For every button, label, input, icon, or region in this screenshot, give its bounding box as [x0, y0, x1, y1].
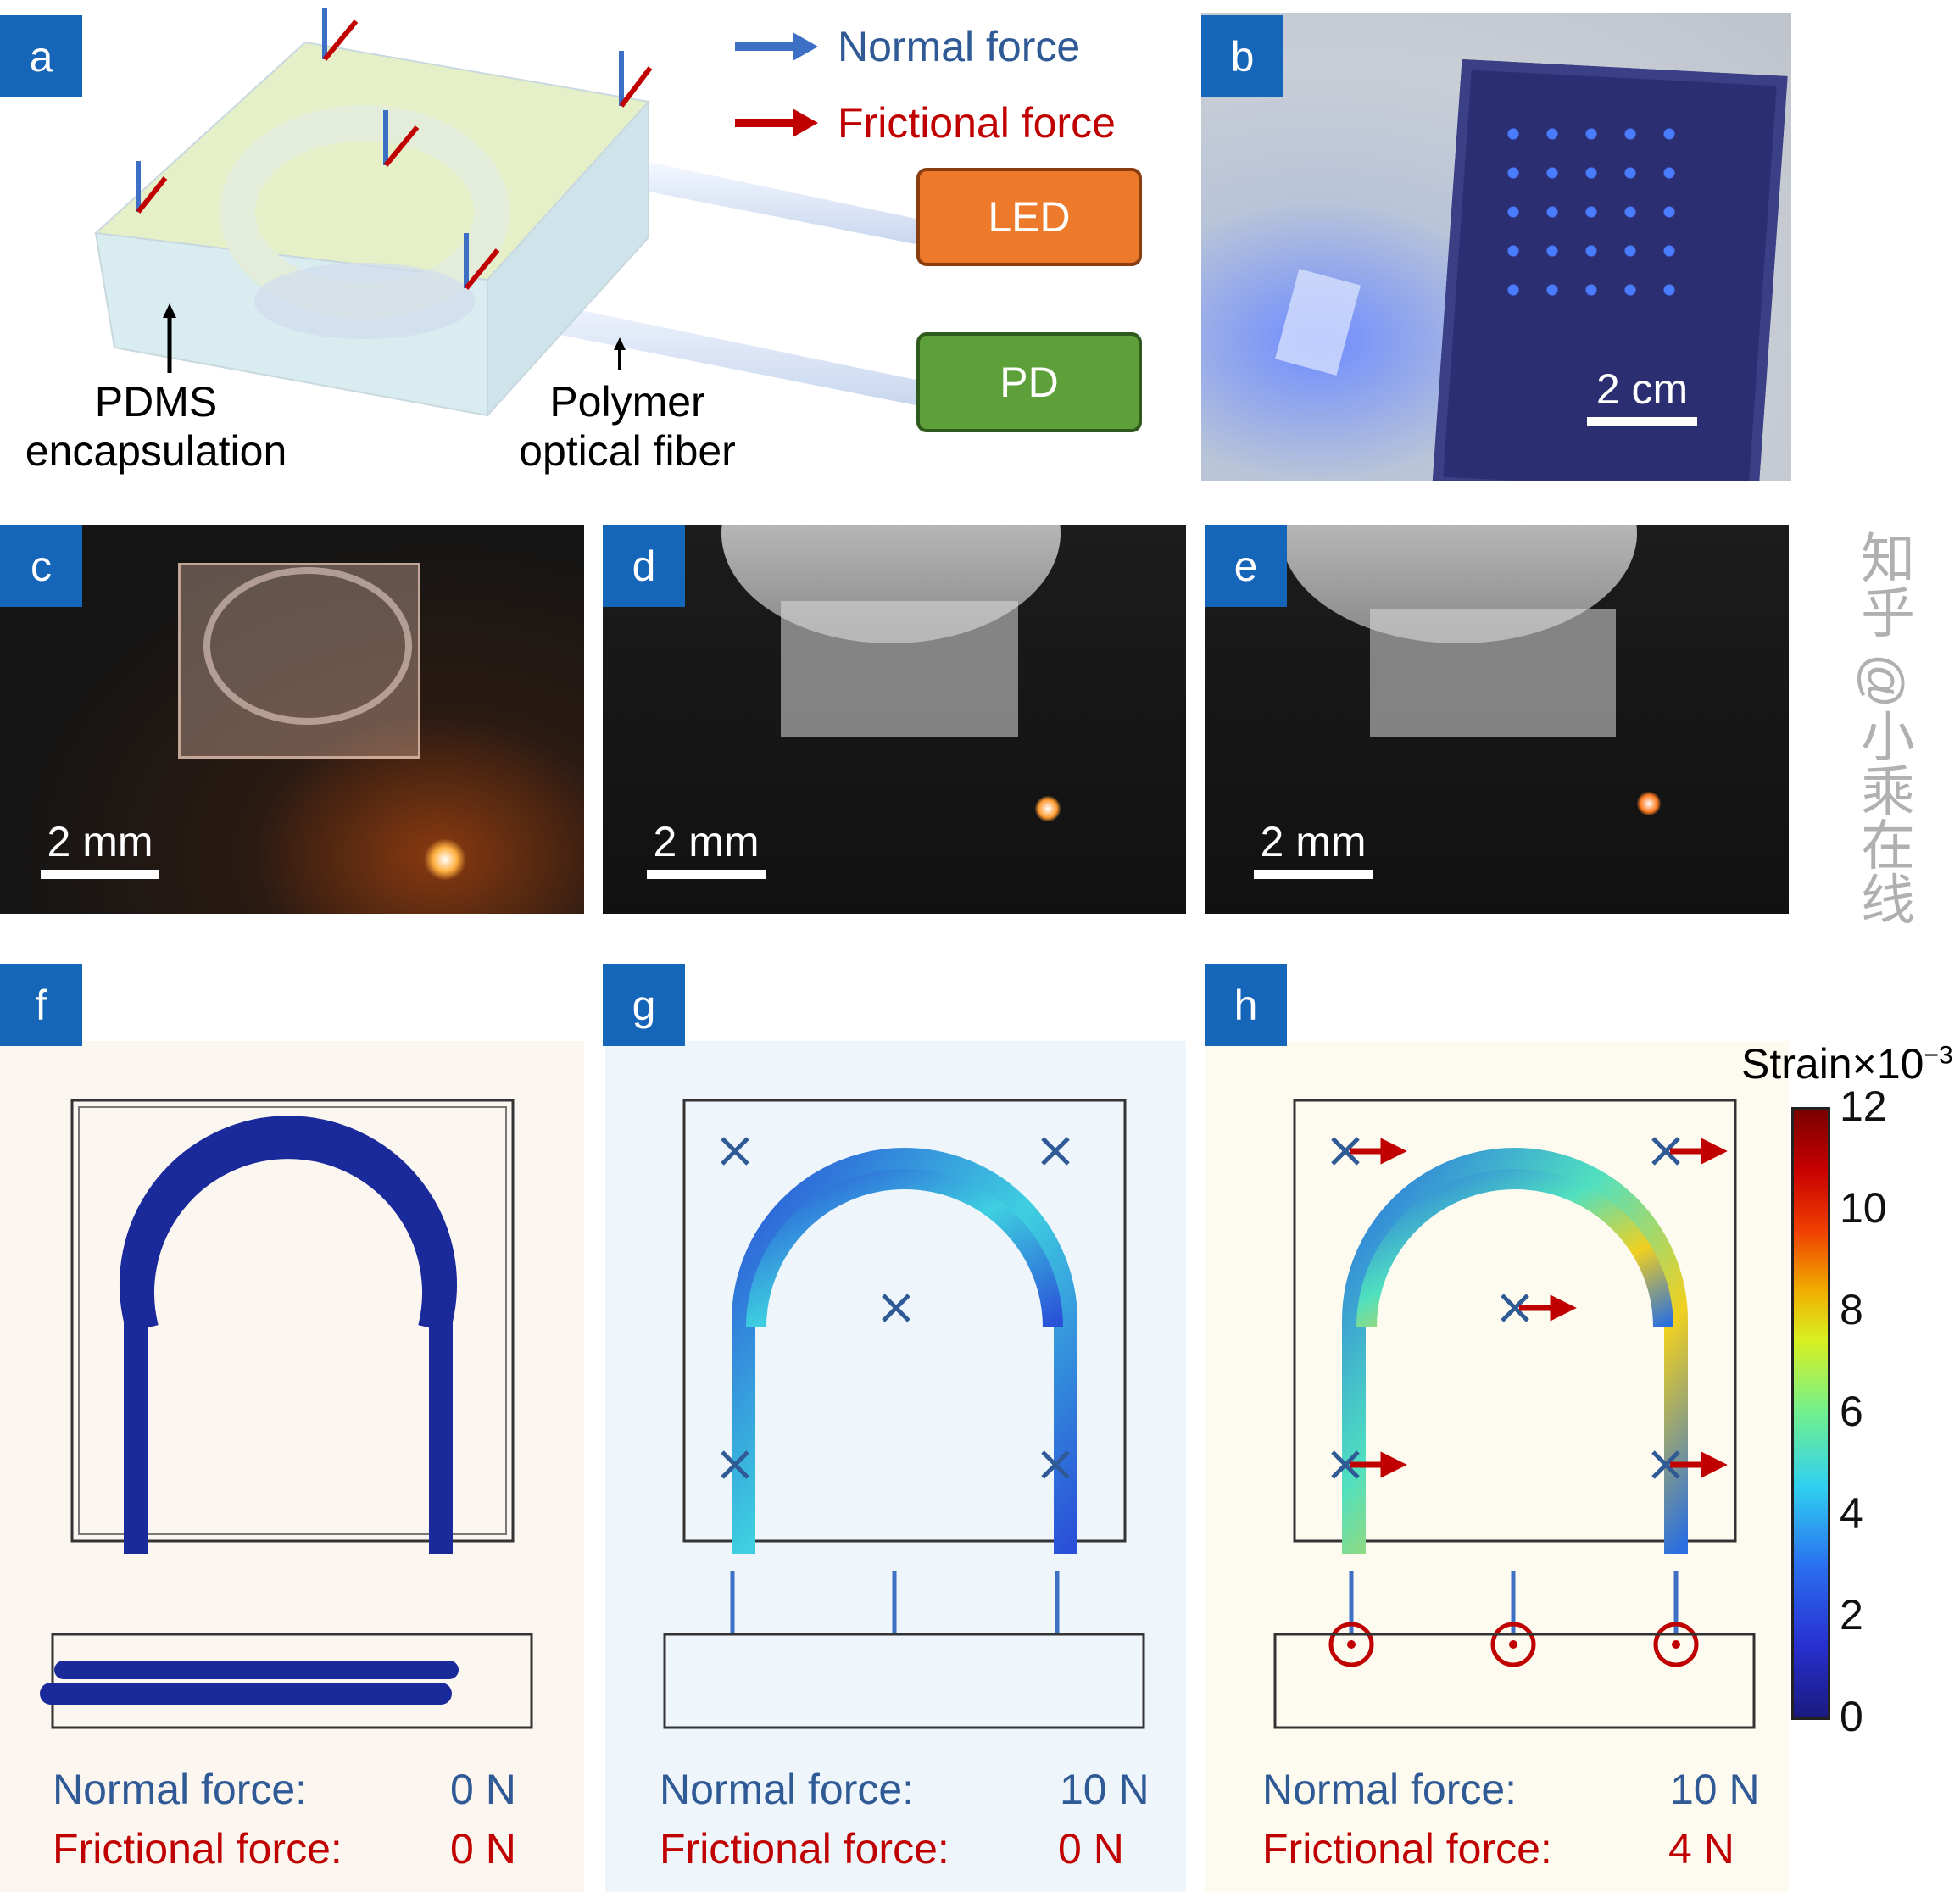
- legend-frictional-label: Frictional force: [838, 99, 1116, 147]
- colorbar-tick-label: 2: [1840, 1591, 1863, 1639]
- photo-sensor-normal-load: 2 mm: [603, 525, 1186, 914]
- frictional-force-value: 0 N: [1058, 1825, 1124, 1873]
- simulation-h: [1257, 1099, 1756, 1729]
- sensor-dots: [1494, 114, 1689, 309]
- normal-force-value: 0 N: [450, 1766, 516, 1813]
- sensor-schematic: [93, 8, 924, 418]
- colorbar: [1791, 1107, 1830, 1720]
- photo-sensor-unloaded: 2 mm: [0, 525, 584, 914]
- normal-force-markers: [721, 1137, 1070, 1479]
- normal-force-label: Normal force:: [1262, 1766, 1517, 1813]
- frictional-force-value: 0 N: [450, 1825, 516, 1873]
- frictional-force-label: Frictional force:: [660, 1825, 949, 1873]
- pd-box: PD: [916, 332, 1142, 432]
- colorbar-title: Strain×10−3: [1741, 1040, 1953, 1088]
- panel-label-b: b: [1201, 15, 1283, 97]
- scale-bar-b: 2 cm: [1587, 364, 1697, 426]
- panel-label-a: a: [0, 15, 82, 97]
- normal-force-label: Normal force:: [53, 1766, 308, 1813]
- panel-label-h: h: [1205, 964, 1287, 1046]
- legend-normal-label: Normal force: [838, 23, 1081, 70]
- colorbar-tick-label: 10: [1840, 1184, 1887, 1232]
- fiber-lower: [475, 288, 924, 407]
- normal-force-value: 10 N: [1060, 1766, 1150, 1813]
- panel-label-e: e: [1205, 525, 1287, 607]
- pdms-label: PDMS encapsulation: [25, 378, 287, 475]
- panel-label-c: c: [0, 525, 82, 607]
- colorbar-tick-label: 6: [1840, 1388, 1863, 1435]
- panel-label-g: g: [603, 964, 685, 1046]
- fiber-upper: [644, 161, 924, 246]
- photo-sensor-friction-load: 2 mm: [1205, 525, 1789, 914]
- colorbar-tick-label: 0: [1840, 1693, 1863, 1740]
- simulation-g: [647, 1099, 1145, 1729]
- photo-sensor-array: 2 cm: [1201, 13, 1791, 481]
- force-arrows: [136, 8, 653, 290]
- strain-simulations: [40, 1099, 1756, 1729]
- normal-force-label: Normal force:: [660, 1766, 915, 1813]
- frictional-force-label: Frictional force:: [53, 1825, 342, 1873]
- colorbar-tick-label: 4: [1840, 1489, 1863, 1537]
- friction-arrows: [1350, 1138, 1728, 1478]
- simulation-f: [40, 1099, 533, 1729]
- scale-bar-c: 2 mm: [41, 817, 159, 879]
- frictional-force-label: Frictional force:: [1262, 1825, 1552, 1873]
- colorbar-tick-label: 12: [1840, 1082, 1887, 1130]
- normal-force-value: 10 N: [1670, 1766, 1760, 1813]
- colorbar-tick-label: 8: [1840, 1286, 1863, 1333]
- led-box: LED: [916, 168, 1142, 266]
- normal-force-markers: [1331, 1137, 1680, 1479]
- scale-bar-d: 2 mm: [647, 817, 766, 879]
- sim-panel-f: [0, 1041, 584, 1892]
- panel-label-f: f: [0, 964, 82, 1046]
- panel-label-d: d: [603, 525, 685, 607]
- frictional-force-value: 4 N: [1668, 1825, 1734, 1873]
- fiber-label: Polymer optical fiber: [519, 378, 736, 475]
- scale-bar-e: 2 mm: [1254, 817, 1373, 879]
- watermark: 知乎 @小乘在线: [1853, 530, 1914, 926]
